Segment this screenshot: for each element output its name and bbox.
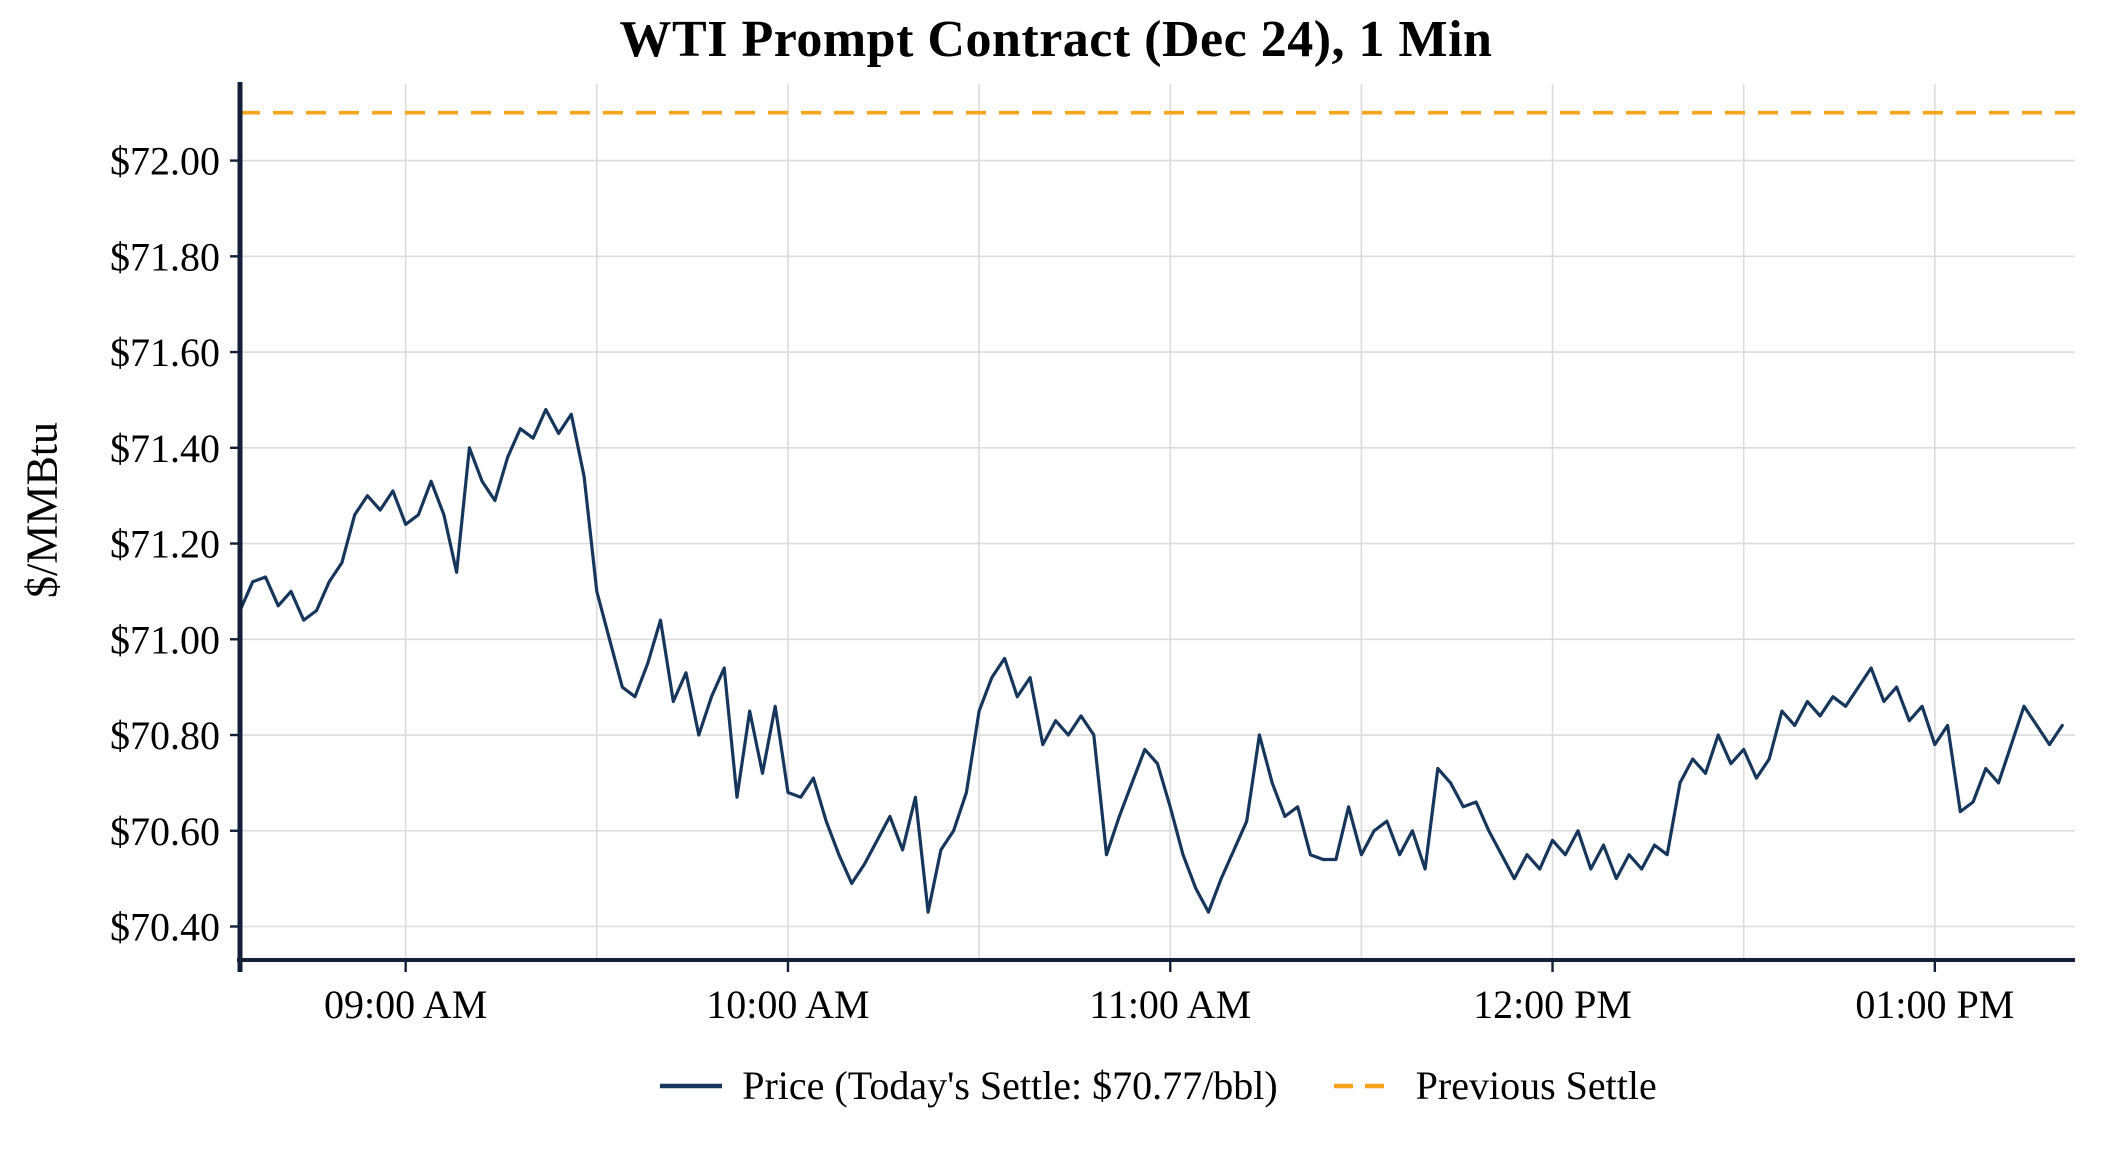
chart-legend: Price (Today's Settle: $70.77/bbl) Previ… xyxy=(240,1062,2075,1109)
y-tick-label: $71.40 xyxy=(110,426,220,471)
y-tick-label: $71.00 xyxy=(110,617,220,662)
x-tick-label: 10:00 AM xyxy=(706,982,869,1027)
y-tick-label: $70.60 xyxy=(110,809,220,854)
x-tick-label: 11:00 AM xyxy=(1089,982,1251,1027)
y-tick-label: $71.20 xyxy=(110,522,220,567)
legend-settle-label: Previous Settle xyxy=(1415,1063,1657,1108)
y-tick-label: $70.40 xyxy=(110,904,220,949)
x-tick-label: 09:00 AM xyxy=(324,982,487,1027)
price-line xyxy=(238,407,2064,914)
y-tick-label: $72.00 xyxy=(110,139,220,184)
x-tick-label: 12:00 PM xyxy=(1473,982,1632,1027)
chart-title: WTI Prompt Contract (Dec 24), 1 Min xyxy=(619,11,1493,68)
y-tick-label: $71.60 xyxy=(110,330,220,375)
y-tick-label: $70.80 xyxy=(110,713,220,758)
price-line-sample-icon xyxy=(660,1083,723,1088)
previous-settle-line-sample-icon xyxy=(1333,1083,1396,1088)
legend-price-label: Price (Today's Settle: $70.77/bbl) xyxy=(742,1063,1278,1108)
y-tick-label: $71.80 xyxy=(110,234,220,279)
x-tick-label: 01:00 PM xyxy=(1855,982,2014,1027)
